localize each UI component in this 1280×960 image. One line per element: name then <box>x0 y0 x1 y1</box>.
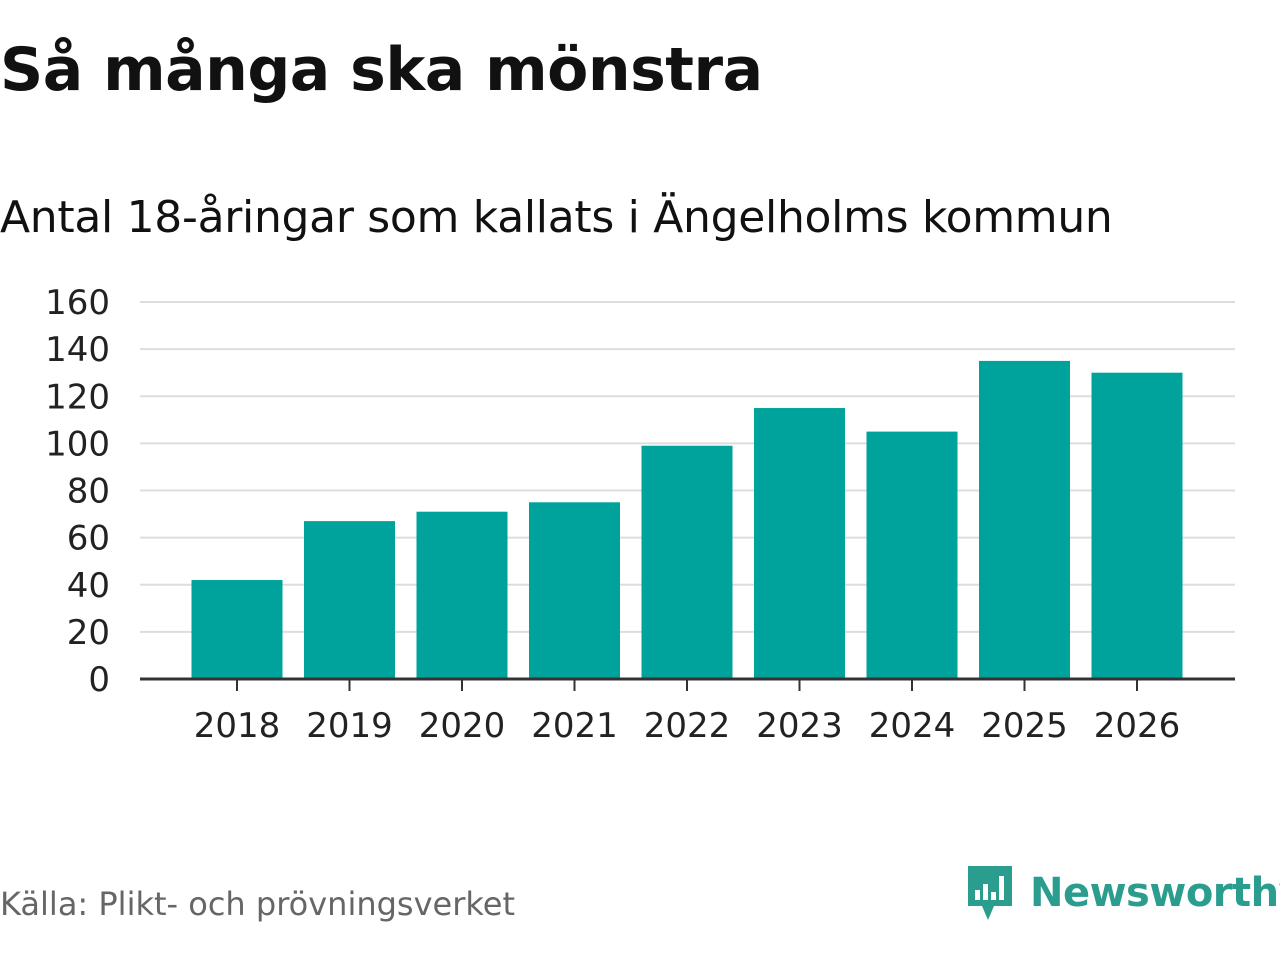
x-tick-label: 2026 <box>1094 706 1181 746</box>
bar-2020 <box>416 511 508 679</box>
brand-logo: Newsworthy <box>964 862 1280 924</box>
x-tick-label: 2018 <box>194 706 281 746</box>
y-tick-label: 40 <box>67 566 110 606</box>
y-tick-label: 60 <box>67 519 110 559</box>
bar-2022 <box>641 445 733 679</box>
x-tick-label: 2019 <box>306 706 393 746</box>
bar-2021 <box>529 502 620 679</box>
x-tick-label: 2025 <box>981 706 1068 746</box>
bar-2026 <box>1091 372 1183 679</box>
y-tick-label: 100 <box>45 424 110 464</box>
bar-2025 <box>979 360 1070 679</box>
bar-2024 <box>866 431 958 679</box>
x-tick-label: 2022 <box>644 706 731 746</box>
bar-2023 <box>754 408 845 679</box>
x-tick-label: 2021 <box>531 706 618 746</box>
bar-2019 <box>304 521 395 679</box>
brand-name: Newsworthy <box>1030 870 1280 916</box>
x-tick-label: 2023 <box>756 706 843 746</box>
y-tick-label: 20 <box>67 613 110 653</box>
y-tick-label: 120 <box>45 377 110 417</box>
bars <box>191 360 1183 679</box>
x-tick-label: 2024 <box>869 706 956 746</box>
chart-subtitle: Antal 18-åringar som kallats i Ängelholm… <box>0 192 1113 243</box>
x-tick-labels: 2018 2019 2020 2021 2022 2023 2024 2025 2026 <box>194 706 1181 746</box>
y-tick-label: 160 <box>45 283 110 323</box>
x-axis <box>140 677 1235 691</box>
y-tick-labels: 0 20 40 60 80 100 120 140 160 <box>45 283 110 700</box>
newsworthy-logo-icon <box>968 866 1012 920</box>
y-tick-label: 0 <box>88 660 110 700</box>
y-tick-label: 80 <box>67 472 110 512</box>
chart-title: Så många ska mönstra <box>0 35 763 105</box>
y-tick-label: 140 <box>45 330 110 370</box>
bar-2018 <box>191 580 283 679</box>
x-tick-label: 2020 <box>419 706 506 746</box>
source-note: Källa: Plikt- och prövningsverket <box>0 885 515 923</box>
